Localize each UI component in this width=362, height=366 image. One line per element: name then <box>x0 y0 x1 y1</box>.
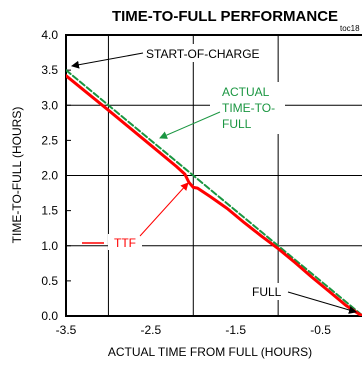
y-tick-label: 1.5 <box>41 204 58 218</box>
y-tick-label: 1.0 <box>41 239 58 253</box>
actual-ttf-arrow <box>159 111 221 139</box>
x-tick-label: -2.5 <box>141 323 162 337</box>
actual-ttf-label-line1: ACTUAL <box>222 85 270 99</box>
x-tick-label: -1.5 <box>225 323 246 337</box>
full-arrow <box>287 291 357 314</box>
start-of-charge-arrow <box>71 52 144 69</box>
y-tick-label: 3.0 <box>41 98 58 112</box>
y-tick-label: 2.5 <box>41 133 58 147</box>
ttf-label: TTF <box>114 236 136 250</box>
plot-frame <box>65 34 362 317</box>
x-tick-label: -0.5 <box>310 323 331 337</box>
y-tick-label: 3.5 <box>41 63 58 77</box>
series-line-ttf <box>66 74 362 316</box>
y-axis-label: TIME-TO-FULL (HOURS) <box>10 107 24 244</box>
start-of-charge-label: START-OF-CHARGE <box>146 47 260 61</box>
actual-ttf-label-line3: FULL <box>222 117 252 131</box>
annotations: START-OF-CHARGE ACTUAL TIME-TO- FULL TTF… <box>71 44 357 314</box>
ttf-arrow <box>139 182 189 237</box>
ttf-label-bg <box>108 234 142 250</box>
figure-tag: toc18 <box>340 24 360 33</box>
grid-lines <box>66 35 362 316</box>
start-label-bg <box>140 44 264 62</box>
y-tick-label: 0.0 <box>41 309 58 323</box>
actual-ttf-label-line2: TIME-TO- <box>222 101 275 115</box>
series-group <box>66 69 362 316</box>
y-tick-label: 2.0 <box>41 169 58 183</box>
chart-title: TIME-TO-FULL PERFORMANCE <box>112 8 338 25</box>
y-axis-ticks: 0.0 0.5 1.0 1.5 2.0 2.5 3.0 3.5 4.0 <box>41 28 71 323</box>
x-tick-label: -3.5 <box>56 323 77 337</box>
x-axis-label: ACTUAL TIME FROM FULL (HOURS) <box>108 345 312 359</box>
full-label-bg <box>248 283 292 300</box>
y-tick-label: 4.0 <box>41 28 58 42</box>
actual-label-bg <box>210 82 285 134</box>
x-axis-ticks: -3.5 -2.5 -1.5 -0.5 <box>56 323 332 337</box>
series-line-actual-ttf <box>66 69 362 316</box>
full-label: FULL <box>252 285 282 299</box>
y-tick-label: 0.5 <box>41 274 58 288</box>
